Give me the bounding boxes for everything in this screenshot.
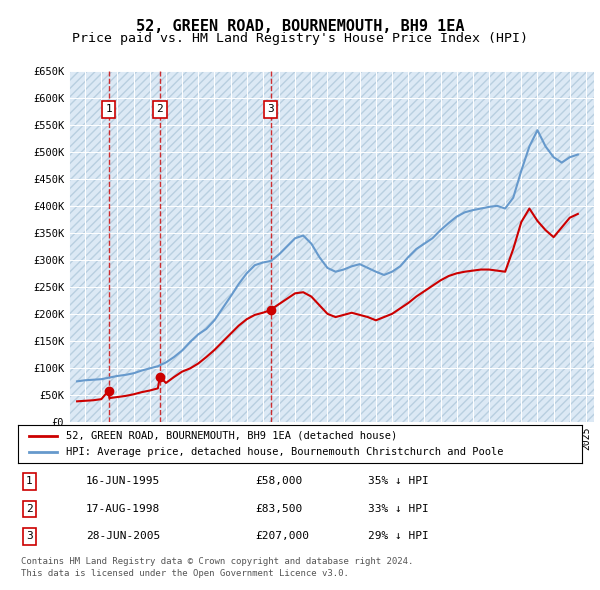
Text: 17-AUG-1998: 17-AUG-1998 bbox=[86, 504, 160, 514]
Text: 35% ↓ HPI: 35% ↓ HPI bbox=[368, 477, 428, 487]
Text: £207,000: £207,000 bbox=[255, 531, 309, 541]
Text: 3: 3 bbox=[26, 531, 32, 541]
Text: 52, GREEN ROAD, BOURNEMOUTH, BH9 1EA: 52, GREEN ROAD, BOURNEMOUTH, BH9 1EA bbox=[136, 19, 464, 34]
Text: 33% ↓ HPI: 33% ↓ HPI bbox=[368, 504, 428, 514]
Text: 16-JUN-1995: 16-JUN-1995 bbox=[86, 477, 160, 487]
Text: This data is licensed under the Open Government Licence v3.0.: This data is licensed under the Open Gov… bbox=[21, 569, 349, 578]
Text: 28-JUN-2005: 28-JUN-2005 bbox=[86, 531, 160, 541]
Text: 52, GREEN ROAD, BOURNEMOUTH, BH9 1EA (detached house): 52, GREEN ROAD, BOURNEMOUTH, BH9 1EA (de… bbox=[66, 431, 397, 441]
Text: £83,500: £83,500 bbox=[255, 504, 302, 514]
Text: 2: 2 bbox=[26, 504, 32, 514]
Text: HPI: Average price, detached house, Bournemouth Christchurch and Poole: HPI: Average price, detached house, Bour… bbox=[66, 447, 503, 457]
Text: 2: 2 bbox=[157, 104, 163, 114]
Text: 3: 3 bbox=[268, 104, 274, 114]
Text: 29% ↓ HPI: 29% ↓ HPI bbox=[368, 531, 428, 541]
Text: Price paid vs. HM Land Registry's House Price Index (HPI): Price paid vs. HM Land Registry's House … bbox=[72, 32, 528, 45]
Text: £58,000: £58,000 bbox=[255, 477, 302, 487]
Text: 1: 1 bbox=[26, 477, 32, 487]
Text: 1: 1 bbox=[106, 104, 112, 114]
Text: Contains HM Land Registry data © Crown copyright and database right 2024.: Contains HM Land Registry data © Crown c… bbox=[21, 557, 413, 566]
